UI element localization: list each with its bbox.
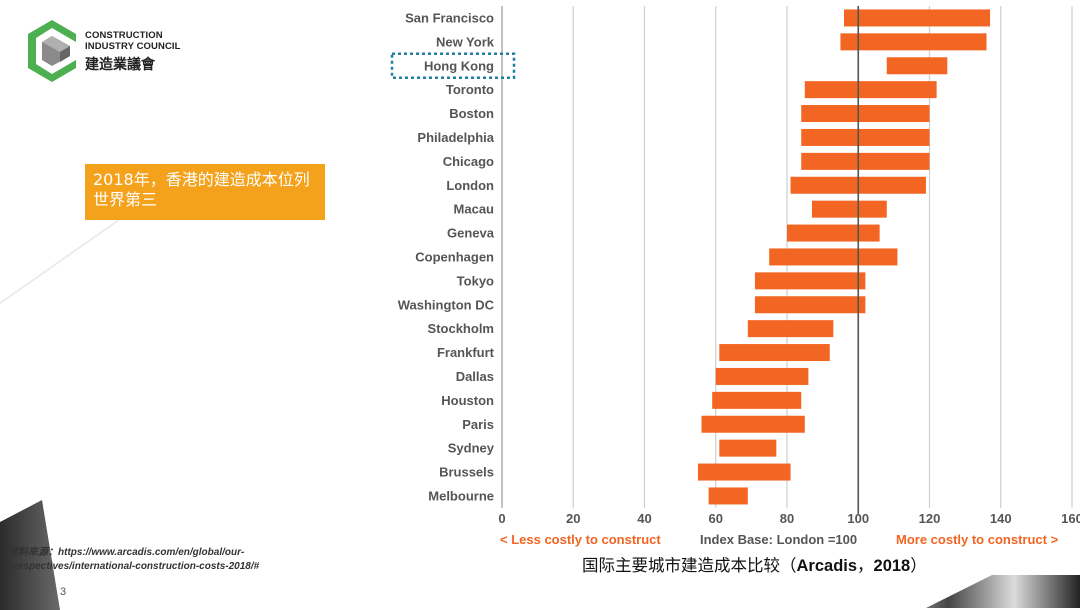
- source-note: 資料來源：https://www.arcadis.com/en/global/o…: [8, 547, 260, 572]
- cost-range-bar: [801, 128, 930, 146]
- cost-range-bar: [886, 57, 948, 75]
- cost-range-bar: [787, 224, 880, 242]
- caption-open-paren: （: [780, 556, 797, 575]
- city-label: New York: [436, 34, 495, 49]
- caption-separator: ，: [857, 556, 874, 575]
- page-number: 3: [60, 586, 67, 598]
- x-tick-label: 80: [780, 511, 794, 526]
- cost-range-bar: [801, 105, 930, 123]
- less-costly-label: < Less costly to construct: [500, 532, 661, 547]
- city-label: Geneva: [447, 226, 495, 241]
- city-label: Philadelphia: [417, 130, 494, 145]
- cost-range-bar: [754, 296, 866, 314]
- logo-chinese-name: 建造業議會: [85, 57, 155, 73]
- cost-range-bar: [697, 463, 791, 481]
- cost-range-bar: [811, 200, 887, 218]
- cic-logo-icon: [28, 20, 76, 82]
- city-labels: San Francisco New York Hong Kong Toronto Bos…: [390, 10, 516, 503]
- x-tick-label: 100: [847, 511, 869, 526]
- cost-range-bar: [708, 487, 748, 505]
- city-label: Dallas: [456, 369, 494, 384]
- x-tick-label: 120: [919, 511, 941, 526]
- cost-range-bar: [719, 344, 830, 362]
- more-costly-label: More costly to construct >: [896, 532, 1059, 547]
- city-label: Chicago: [443, 154, 494, 169]
- caption-year: 2018: [873, 557, 911, 575]
- city-label: Boston: [449, 106, 494, 121]
- x-tick-label: 160: [1061, 511, 1080, 526]
- city-label: San Francisco: [405, 10, 494, 25]
- x-tick-label: 60: [709, 511, 723, 526]
- x-tick-label: 140: [990, 511, 1012, 526]
- x-tick-label: 40: [637, 511, 651, 526]
- caption-org: Arcadis: [796, 557, 858, 575]
- cost-range-bar: [747, 320, 834, 338]
- highlight-box: [390, 52, 516, 79]
- logo-line1: CONSTRUCTION: [85, 30, 163, 41]
- city-label: Tokyo: [457, 273, 494, 288]
- city-label: London: [446, 178, 494, 193]
- city-label: Washington DC: [398, 297, 495, 312]
- city-label: Sydney: [448, 441, 495, 456]
- cost-range-bar: [844, 9, 991, 27]
- city-label: Stockholm: [428, 321, 494, 336]
- city-label: Macau: [454, 202, 495, 217]
- city-label: Hong Kong: [424, 58, 494, 73]
- cost-range-bar: [801, 152, 930, 170]
- highlight-callout: 2018年，香港的建造成本位列世界第三: [85, 164, 325, 220]
- caption-close-paren: ）: [910, 556, 927, 575]
- city-label: Frankfurt: [437, 345, 495, 360]
- x-tick-label: 0: [498, 511, 505, 526]
- chart-bars: [697, 6, 991, 514]
- city-label: Houston: [441, 393, 494, 408]
- x-axis-ticks: 0 20 40 60 80 100 120 140 160: [498, 511, 1080, 526]
- cost-range-bar: [769, 248, 898, 266]
- city-label: Brussels: [439, 465, 494, 480]
- city-label: Paris: [462, 417, 494, 432]
- city-label: Toronto: [446, 82, 494, 97]
- cost-range-bar: [840, 33, 987, 51]
- logo-line2: INDUSTRY COUNCIL: [85, 41, 181, 52]
- caption-chinese-title: 国际主要城市建造成本比较: [582, 556, 780, 575]
- cost-range-bar: [719, 439, 777, 457]
- cost-range-bar: [712, 391, 802, 409]
- callout-text: 2018年，香港的建造成本位列世界第三: [93, 170, 310, 209]
- city-label: Copenhagen: [415, 249, 494, 264]
- x-tick-label: 20: [566, 511, 580, 526]
- cost-range-bar: [804, 81, 937, 99]
- cost-range-bar: [754, 272, 866, 290]
- cic-logo: CONSTRUCTION INDUSTRY COUNCIL 建造業議會: [24, 18, 194, 88]
- chart-caption: 国际主要城市建造成本比较（Arcadis，2018）: [582, 552, 1062, 576]
- city-label: Melbourne: [428, 488, 494, 503]
- index-base-label: Index Base: London =100: [700, 532, 857, 547]
- logo-wordmark: CONSTRUCTION INDUSTRY COUNCIL 建造業議會: [85, 30, 181, 74]
- cost-range-bar: [715, 367, 809, 385]
- cost-range-bar: [701, 415, 805, 433]
